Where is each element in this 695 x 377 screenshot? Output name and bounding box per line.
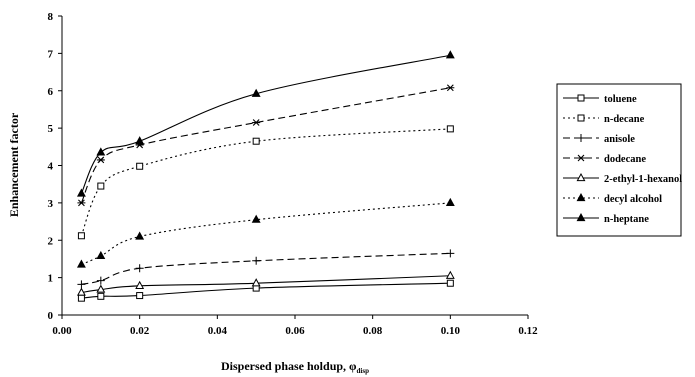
x-axis-title-subscript: disp (357, 367, 370, 375)
data-point-dodecane (446, 84, 455, 92)
y-tick-label: 4 (48, 161, 54, 173)
data-point-dodecane (96, 156, 105, 164)
data-point-decyl-alcohol (96, 250, 106, 260)
y-tick-label: 2 (48, 235, 54, 247)
legend-marker-n-heptane (576, 212, 586, 222)
data-point-anisole (252, 256, 261, 265)
legend-label-n-heptane: n-heptane (604, 214, 649, 225)
series-n-decane (77, 125, 454, 240)
legend-marker-toluene (577, 94, 585, 102)
legend-label-2-ethyl-1-hexanol: 2-ethyl-1-hexanol (604, 174, 682, 185)
legend: toluene n-decane anisole dodecane 2-ethyl-1-… (556, 83, 682, 237)
data-point-toluene (77, 294, 85, 302)
data-point-n-heptane (135, 136, 145, 145)
y-tick-label: 8 (48, 11, 54, 23)
x-tick-label: 0.02 (130, 325, 150, 337)
legend-label-toluene: toluene (604, 94, 637, 105)
data-point-n-heptane (445, 50, 455, 59)
legend-label-dodecane: dodecane (604, 154, 646, 165)
y-tick-label: 1 (48, 273, 54, 285)
y-tick-label: 6 (48, 86, 54, 98)
data-point-toluene (97, 292, 105, 300)
series-toluene (77, 279, 454, 302)
series-anisole (77, 249, 455, 289)
data-point-anisole (446, 249, 455, 258)
data-point-n-heptane (251, 88, 261, 97)
legend-entry-n-decane: n-decane (563, 114, 645, 125)
data-point-anisole (96, 276, 105, 285)
x-tick-label: 0.10 (441, 325, 461, 337)
series-decyl-alcohol (76, 197, 455, 268)
y-tick-label: 7 (48, 48, 54, 60)
data-point-decyl-alcohol (251, 214, 261, 223)
data-point-toluene (136, 292, 144, 300)
plot-area: 0 1 2 3 4 5 6 7 8 0.00 0.02 0.04 0.06 0.08 0.10 0.12 (48, 11, 539, 337)
data-point-dodecane (252, 119, 261, 126)
legend-label-decyl-alcohol: decyl alcohol (604, 194, 662, 205)
data-point-dodecane (77, 199, 86, 207)
legend-entry-anisole: anisole (563, 134, 635, 145)
data-point-anisole (77, 280, 86, 289)
legend-entry-toluene: toluene (563, 94, 637, 105)
data-point-decyl-alcohol (76, 259, 86, 268)
series-line-decyl-alcohol (81, 202, 451, 266)
series-2-ethyl-1-hexanol (76, 270, 455, 296)
data-point-decyl-alcohol (445, 197, 455, 206)
legend-marker-2-ethyl-1-hexanol (576, 172, 586, 182)
data-point-2-ethyl-1-hexanol (445, 270, 455, 279)
legend-marker-decyl-alcohol (576, 192, 586, 202)
data-point-n-decane (77, 232, 85, 240)
data-point-n-decane (446, 125, 454, 133)
y-axis-title: Enhancement factor (7, 112, 21, 217)
legend-label-anisole: anisole (604, 134, 635, 145)
x-tick-label: 0.06 (285, 325, 305, 337)
y-tick-label: 0 (48, 310, 54, 322)
series-line-n-heptane (80, 54, 451, 194)
data-point-decyl-alcohol (135, 231, 145, 240)
series-n-heptane (76, 50, 455, 197)
legend-box (556, 83, 682, 237)
series-dodecane (77, 84, 455, 207)
legend-marker-dodecane (577, 154, 585, 162)
x-axis-title-main: Dispersed phase holdup, φ (221, 359, 357, 373)
data-point-n-decane (136, 162, 144, 170)
series-line-anisole (81, 252, 451, 285)
y-tick-label: 5 (48, 123, 54, 135)
data-point-2-ethyl-1-hexanol (96, 284, 106, 293)
x-tick-label: 0.12 (518, 325, 538, 337)
legend-marker-n-decane (577, 114, 585, 122)
x-tick-label: 0.08 (363, 325, 383, 337)
data-point-2-ethyl-1-hexanol (76, 287, 86, 296)
data-point-2-ethyl-1-hexanol (251, 278, 261, 287)
data-point-anisole (135, 264, 144, 273)
series-line-dodecane (80, 87, 451, 204)
data-point-n-decane (97, 182, 105, 190)
data-point-n-decane (252, 137, 260, 145)
data-point-2-ethyl-1-hexanol (135, 280, 145, 289)
legend-entry-2-ethyl-1-hexanol: 2-ethyl-1-hexanol (563, 172, 682, 185)
series-layer (76, 50, 455, 302)
legend-items: toluene n-decane anisole dodecane 2-ethyl-1-… (563, 94, 682, 225)
x-axis-title: Dispersed phase holdup, φdisp (221, 359, 369, 375)
data-point-n-heptane (96, 147, 106, 156)
axis-ticks: 0 1 2 3 4 5 6 7 8 0.00 0.02 0.04 0.06 0.08 0.10 0.12 (48, 11, 539, 337)
data-point-toluene (446, 279, 454, 287)
x-tick-label: 0.00 (52, 325, 72, 337)
legend-entry-decyl-alcohol: decyl alcohol (563, 192, 662, 205)
y-tick-label: 3 (48, 198, 54, 210)
legend-label-n-decane: n-decane (604, 114, 645, 125)
data-point-n-heptane (76, 188, 86, 197)
legend-marker-anisole (577, 134, 585, 142)
x-tick-label: 0.04 (208, 325, 228, 337)
legend-entry-n-heptane: n-heptane (563, 212, 649, 225)
legend-entry-dodecane: dodecane (563, 154, 646, 165)
